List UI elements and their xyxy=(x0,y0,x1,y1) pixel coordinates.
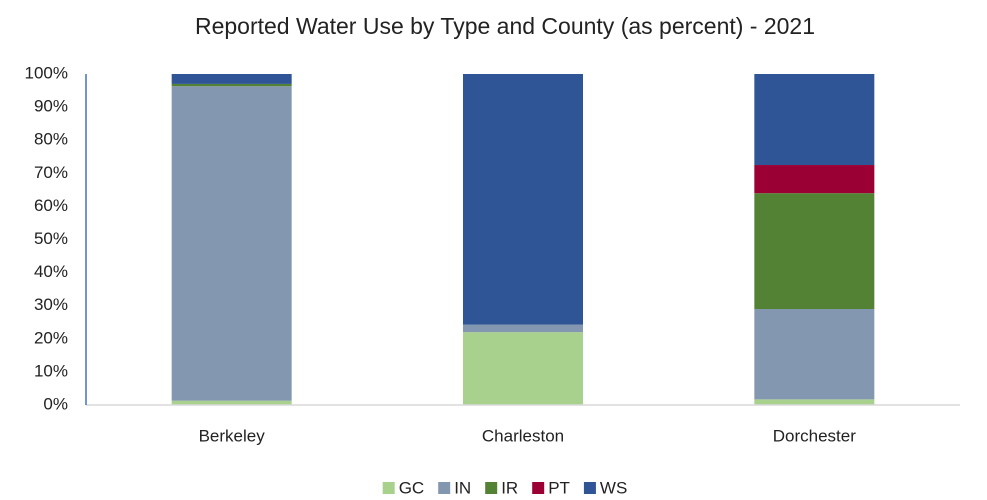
y-tick-label: 0% xyxy=(43,394,68,413)
y-tick-label: 70% xyxy=(34,163,68,182)
bar-segment xyxy=(754,309,875,400)
y-tick-label: 90% xyxy=(34,97,68,116)
legend-label: PT xyxy=(548,478,570,497)
legend-swatch xyxy=(583,482,596,494)
bar-segment xyxy=(171,74,292,84)
legend-swatch xyxy=(532,482,545,494)
bar-segment xyxy=(754,399,875,405)
x-tick-label: Dorchester xyxy=(773,426,856,445)
y-tick-label: 30% xyxy=(34,295,68,314)
legend-swatch xyxy=(485,482,498,494)
y-tick-label: 100% xyxy=(25,63,68,82)
bar-segment xyxy=(171,400,292,405)
y-tick-label: 40% xyxy=(34,262,68,281)
legend-label: IR xyxy=(501,478,518,497)
legend-swatch xyxy=(438,482,451,494)
bar-segment xyxy=(463,74,583,325)
y-tick-label: 10% xyxy=(34,361,68,380)
y-tick-label: 50% xyxy=(34,229,68,248)
legend-swatch xyxy=(382,482,395,494)
bar-segment xyxy=(171,83,292,87)
legend-label: IN xyxy=(454,478,471,497)
bar-segment xyxy=(171,86,292,401)
bar-segment xyxy=(754,165,875,194)
x-tick-label: Charleston xyxy=(482,426,564,445)
legend-label: WS xyxy=(600,478,627,497)
bar-segment xyxy=(463,324,583,333)
y-tick-label: 20% xyxy=(34,328,68,347)
bar-segment xyxy=(754,74,875,166)
y-tick-label: 60% xyxy=(34,196,68,215)
bar-segment xyxy=(754,193,875,310)
x-tick-label: Berkeley xyxy=(199,426,266,445)
bar-segment xyxy=(463,332,583,405)
y-tick-label: 80% xyxy=(34,130,68,149)
chart-title: Reported Water Use by Type and County (a… xyxy=(195,13,815,39)
legend-label: GC xyxy=(399,478,425,497)
